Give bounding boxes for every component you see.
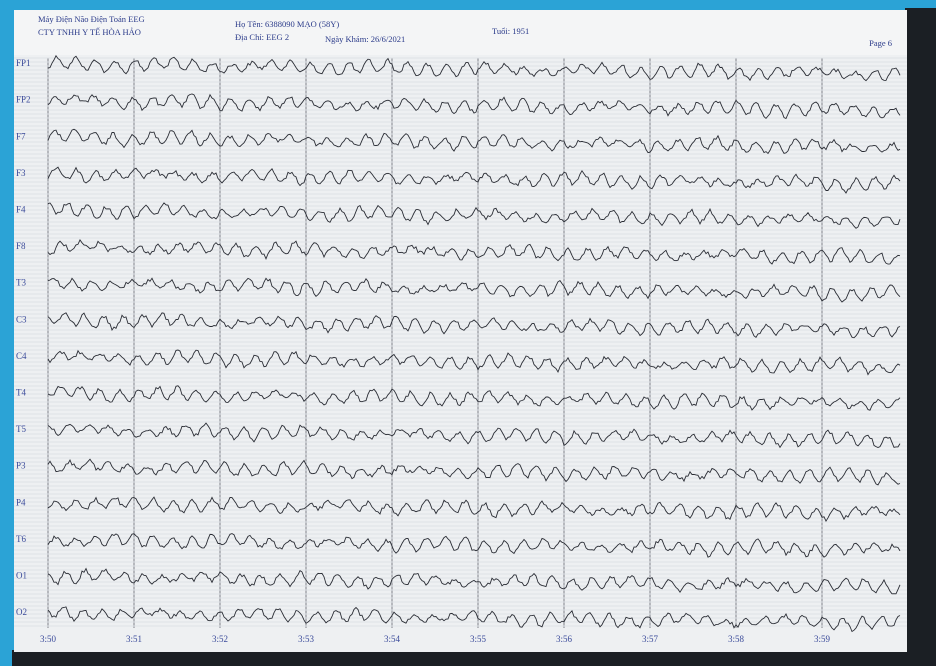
time-label: 3:56 [556,634,573,644]
channel-label: T6 [16,534,26,544]
channel-label: P3 [16,461,26,471]
eeg-trace [47,567,901,595]
eeg-trace [47,202,901,229]
time-label: 3:55 [470,634,487,644]
channel-label: F3 [16,168,26,178]
patient-name: Họ Tên: 6388090 MẠO (58Y) [235,19,339,29]
channel-label: FP2 [16,95,31,105]
channel-label: F8 [16,241,26,251]
eeg-trace [47,166,901,194]
time-label: 3:52 [212,634,228,644]
address: Địa Chỉ: EEG 2 [235,32,289,42]
eeg-display [14,10,907,652]
eeg-trace [47,277,901,303]
channel-label: O1 [16,570,27,580]
channel-label: O2 [16,607,27,617]
time-label: 3:58 [728,634,745,644]
header-panel [14,10,907,55]
company: CTY TNHH Y TẾ HÒA HẢO [38,27,141,37]
channel-label: T3 [16,278,26,288]
time-label: 3:54 [384,634,401,644]
eeg-trace [47,93,901,120]
eeg-trace [47,533,901,558]
time-label: 3:51 [126,634,142,644]
time-label: 3:57 [642,634,659,644]
monitor-bezel [12,650,936,666]
time-label: 3:50 [40,634,57,644]
eeg-trace [47,458,901,486]
eeg-trace [47,422,901,449]
age: Tuổi: 1951 [492,26,529,36]
time-label: 3:59 [814,634,831,644]
eeg-trace [47,606,901,633]
eeg-trace [47,496,901,523]
time-label: 3:53 [298,634,315,644]
page-number: Page 6 [869,38,892,48]
channel-label: C3 [16,314,27,324]
eeg-trace [47,128,901,155]
channel-label: F4 [16,204,26,214]
channel-label: T5 [16,424,26,434]
device-title: Máy Điện Não Điện Toán EEG [38,14,145,24]
channel-label: T4 [16,387,26,397]
channel-label: P4 [16,497,26,507]
eeg-trace [47,54,901,82]
channel-label: C4 [16,351,27,361]
eeg-trace [47,238,901,265]
exam-date: Ngày Khám: 26/6/2021 [325,34,405,44]
monitor-bezel [905,8,936,666]
eeg-trace [47,349,901,376]
channel-label: F7 [16,131,26,141]
eeg-trace [47,385,901,411]
channel-label: FP1 [16,58,31,68]
eeg-trace [47,312,901,339]
